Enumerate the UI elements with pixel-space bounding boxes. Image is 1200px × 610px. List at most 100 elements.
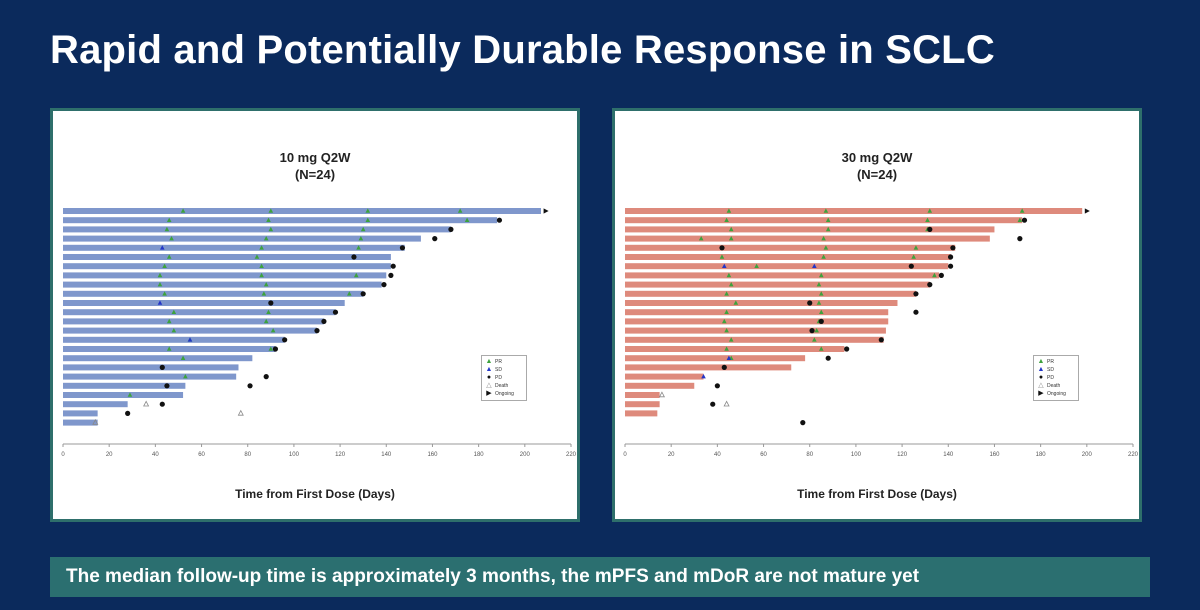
ongoing-marker xyxy=(543,208,549,214)
subject-bar xyxy=(625,235,990,242)
pd-marker xyxy=(159,364,165,370)
pr-marker xyxy=(365,217,371,222)
slide-title: Rapid and Potentially Durable Response i… xyxy=(50,28,995,72)
pd-marker xyxy=(272,346,279,352)
ongoing-marker xyxy=(1084,208,1090,214)
pr-marker xyxy=(166,318,172,324)
x-tick-label: 100 xyxy=(289,452,300,458)
subject-bar xyxy=(63,309,336,316)
pr-marker xyxy=(726,272,732,278)
pr-marker xyxy=(360,226,366,232)
pr-marker xyxy=(183,374,188,379)
pd-marker xyxy=(399,245,406,251)
x-tick-label: 200 xyxy=(520,452,531,458)
pr-marker xyxy=(259,245,264,250)
pr-marker xyxy=(259,272,264,278)
death-marker xyxy=(237,409,244,416)
death-legend-icon: △ xyxy=(1038,382,1044,389)
death-marker xyxy=(143,400,150,407)
subject-bar xyxy=(63,318,324,325)
chart-title-text: 30 mg Q2W xyxy=(841,150,913,165)
sd-marker xyxy=(726,355,732,360)
pr-marker xyxy=(726,208,732,213)
sd-marker xyxy=(159,245,165,250)
subject-bar xyxy=(63,281,382,288)
subject-bar xyxy=(63,290,364,297)
subject-bar xyxy=(63,373,237,380)
legend-item-ongoing: ▶ Ongoing xyxy=(485,390,523,398)
legend-label: Ongoing xyxy=(1047,391,1066,397)
pr-marker xyxy=(816,282,822,287)
pr-marker xyxy=(127,392,133,397)
subject-bar xyxy=(625,346,845,352)
pr-marker xyxy=(1017,217,1023,222)
x-tick-label: 200 xyxy=(1082,452,1093,458)
subject-bar xyxy=(63,263,391,270)
subject-bar xyxy=(63,272,387,279)
subject-bar xyxy=(63,392,184,398)
sd-marker xyxy=(721,263,727,268)
ongoing-legend-icon: ▶ xyxy=(486,390,492,397)
pd-marker xyxy=(809,328,815,334)
subject-bar xyxy=(625,217,1023,224)
pd-marker xyxy=(927,226,933,232)
chart-subtitle-text: (N=24) xyxy=(294,167,336,182)
pd-marker xyxy=(388,272,394,278)
pr-marker xyxy=(358,236,364,241)
pd-marker xyxy=(844,346,850,352)
subject-bar xyxy=(625,373,704,380)
x-tick-label: 0 xyxy=(623,452,627,458)
x-tick-label: 120 xyxy=(897,452,908,458)
subject-bar xyxy=(63,327,317,334)
pr-marker xyxy=(724,309,729,314)
subject-bar xyxy=(625,410,658,417)
pr-marker xyxy=(911,254,916,259)
subject-bar xyxy=(625,281,930,288)
chart-subtitle-text: (N=24) xyxy=(856,167,898,182)
pr-marker xyxy=(347,291,352,296)
pr-marker xyxy=(263,282,269,287)
pd-marker xyxy=(878,337,884,343)
x-tick-label: 120 xyxy=(335,452,346,458)
pr-marker xyxy=(818,346,824,351)
legend-item-pr: ▲ PR xyxy=(485,358,523,366)
subject-bar xyxy=(625,336,884,343)
pr-marker xyxy=(823,245,829,250)
pr-marker xyxy=(166,254,172,259)
sd-marker xyxy=(812,263,817,268)
pd-marker xyxy=(314,328,320,334)
subject-bar xyxy=(625,290,916,297)
subject-bar xyxy=(63,217,498,224)
death-marker xyxy=(92,418,99,425)
pd-marker xyxy=(714,383,720,389)
subject-bar xyxy=(63,410,98,417)
x-tick-label: 40 xyxy=(714,452,721,458)
x-tick-label: 40 xyxy=(152,452,159,458)
pr-marker xyxy=(157,282,163,287)
legend-label: SD xyxy=(495,367,502,373)
death-marker xyxy=(723,400,730,407)
pd-marker xyxy=(710,401,716,407)
pr-marker xyxy=(724,217,729,222)
pr-marker xyxy=(169,236,174,241)
pr-marker xyxy=(263,236,269,241)
pd-marker xyxy=(268,300,274,306)
pr-marker xyxy=(1019,208,1025,213)
pr-legend-icon: ▲ xyxy=(1037,358,1045,365)
subject-bar xyxy=(625,392,660,398)
subject-bar xyxy=(63,419,98,426)
pr-marker xyxy=(825,226,831,232)
pd-marker xyxy=(125,410,131,416)
pd-marker xyxy=(390,263,396,269)
legend-label: Death xyxy=(1047,383,1061,389)
legend-10mg: ▲ PR ▲ SD ● PD △ Death ▶ Ongoing xyxy=(481,355,527,401)
pd-marker xyxy=(282,337,288,343)
chart-title-30mg: 30 mg Q2W (N=24) xyxy=(615,149,1139,183)
x-tick-label: 60 xyxy=(198,452,205,458)
pd-marker xyxy=(719,245,725,251)
sd-legend-icon: ▲ xyxy=(485,366,493,373)
pd-marker xyxy=(825,355,831,361)
legend-30mg: ▲ PR ▲ SD ● PD △ Death ▶ Ongoing xyxy=(1033,355,1079,401)
pd-marker xyxy=(947,263,954,269)
sd-marker xyxy=(701,374,706,379)
